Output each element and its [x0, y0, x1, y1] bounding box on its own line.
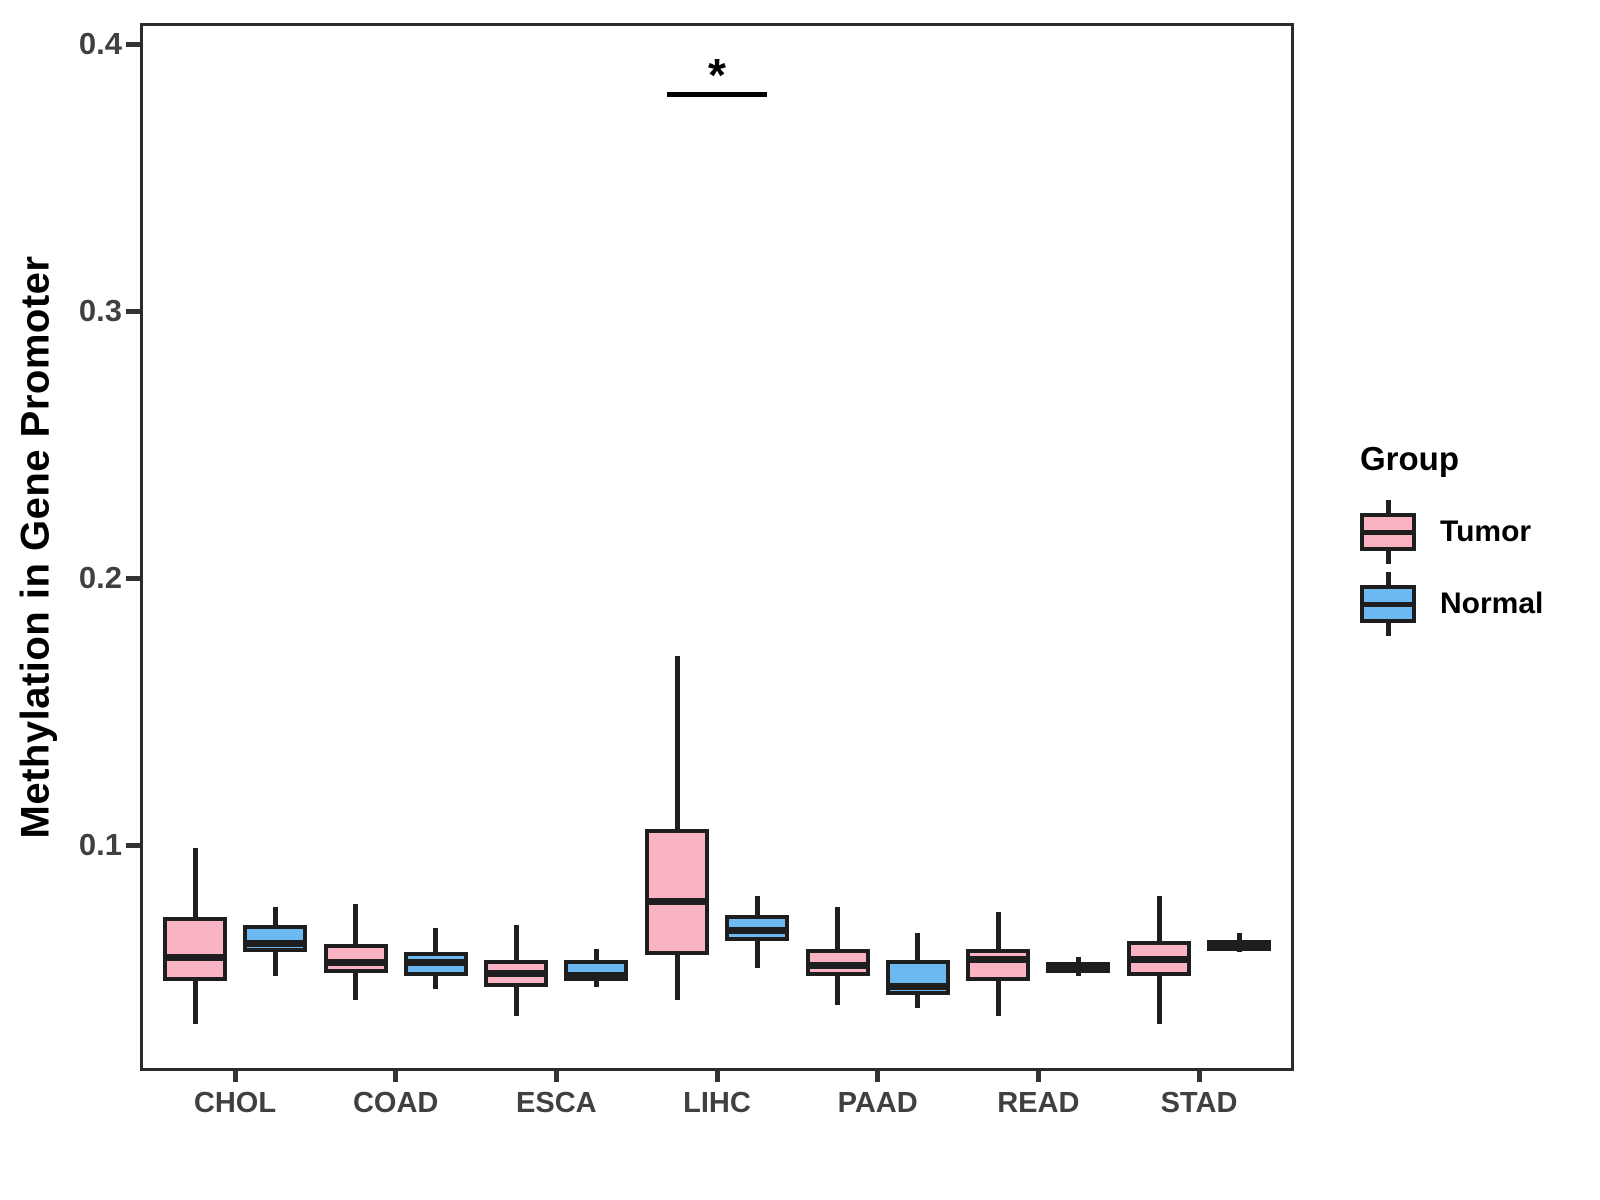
- x-tick-mark: [714, 1071, 720, 1082]
- x-tick-mark: [875, 1071, 881, 1082]
- legend-glyph-median: [1364, 602, 1412, 607]
- median-paad-normal: [885, 983, 950, 991]
- x-tick-mark: [232, 1071, 238, 1082]
- x-tick-label-chol: CHOL: [193, 1087, 277, 1119]
- legend-title: Group: [1360, 440, 1459, 477]
- y-tick-mark: [126, 308, 140, 314]
- x-tick-label-stad: STAD: [1160, 1087, 1238, 1119]
- y-tick-mark: [126, 842, 140, 848]
- legend-item-tumor: Tumor: [1360, 500, 1600, 564]
- x-tick-label-coad: COAD: [352, 1087, 439, 1119]
- legend-boxplot-icon: [1360, 500, 1416, 564]
- x-tick-label-lihc: LIHC: [683, 1087, 751, 1119]
- box-lihc-tumor: [645, 829, 709, 955]
- box-read-tumor: [966, 949, 1031, 982]
- y-axis-title: Methylation in Gene Promoter: [13, 255, 58, 839]
- x-tick-mark: [1196, 1071, 1202, 1082]
- median-chol-normal: [243, 940, 307, 948]
- legend-items: Tumor Normal: [1360, 500, 1600, 636]
- whisker-lihc-tumor: [674, 655, 680, 1000]
- median-read-normal: [1046, 961, 1111, 969]
- significance-star: *: [708, 49, 726, 102]
- significance-bar: [667, 92, 767, 98]
- y-tick-mark: [126, 575, 140, 581]
- median-paad-tumor: [805, 961, 870, 969]
- legend-label: Tumor: [1440, 515, 1532, 548]
- box-chol-tumor: [163, 917, 227, 982]
- x-tick-label-paad: PAAD: [837, 1087, 918, 1119]
- y-tick-label: 0.4: [78, 26, 122, 62]
- median-stad-tumor: [1127, 956, 1191, 964]
- legend-boxplot-icon: [1360, 572, 1416, 636]
- box-coad-tumor: [323, 943, 388, 974]
- y-tick-label: 0.3: [78, 293, 122, 329]
- median-esca-tumor: [484, 969, 549, 977]
- plot-panel: [140, 23, 1294, 1071]
- median-lihc-tumor: [645, 897, 709, 905]
- median-coad-normal: [403, 959, 468, 967]
- x-tick-mark: [553, 1071, 559, 1082]
- median-read-tumor: [966, 956, 1031, 964]
- median-esca-normal: [564, 972, 629, 980]
- median-lihc-normal: [725, 927, 789, 935]
- x-tick-mark: [393, 1071, 399, 1082]
- x-tick-label-read: READ: [997, 1087, 1080, 1119]
- x-tick-label-esca: ESCA: [516, 1087, 597, 1119]
- legend: Group Tumor Normal: [1360, 440, 1600, 644]
- median-coad-tumor: [323, 959, 388, 967]
- box-chol-normal: [243, 925, 307, 952]
- y-tick-mark: [126, 41, 140, 47]
- legend-item-normal: Normal: [1360, 572, 1600, 636]
- legend-glyph-median: [1364, 530, 1412, 535]
- y-tick-label: 0.1: [78, 827, 122, 863]
- y-tick-label: 0.2: [78, 560, 122, 596]
- median-stad-normal: [1207, 940, 1271, 948]
- x-tick-mark: [1035, 1071, 1041, 1082]
- legend-label: Normal: [1440, 587, 1544, 620]
- median-chol-tumor: [163, 953, 227, 961]
